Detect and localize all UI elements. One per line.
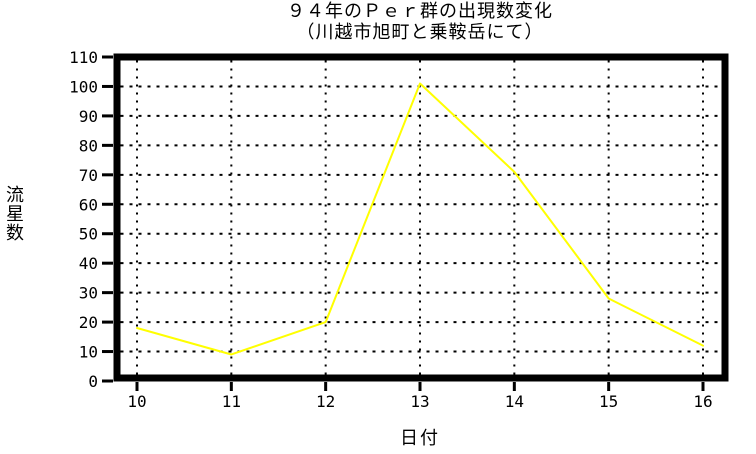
y-tick-label: 90 [79,107,98,126]
x-tick-label: 11 [222,392,241,411]
chart-subtitle: （川越市旭町と乗鞍岳にて） [296,22,544,43]
y-tick-label: 100 [69,77,98,96]
y-tick-label: 20 [79,313,98,332]
x-tick-label: 10 [127,392,146,411]
y-tick-label: 80 [79,136,98,155]
y-tick-label: 10 [79,343,98,362]
y-axis-label: 流星数 [3,185,24,242]
y-tick-label: 0 [88,372,98,391]
x-tick-label: 14 [505,392,524,411]
x-tick-label: 13 [410,392,429,411]
plot-border [113,53,729,382]
y-tick-label: 110 [69,48,98,67]
y-tick-label: 40 [79,254,98,273]
x-tick-label: 12 [316,392,335,411]
meteor-count-line [136,82,704,356]
y-tick-label: 50 [79,225,98,244]
x-axis-label: 日付 [400,428,440,449]
y-tick-label: 70 [79,166,98,185]
y-tick-label: 60 [79,195,98,214]
x-tick-label: 16 [693,392,712,411]
x-tick-label: 15 [599,392,618,411]
chart-title: ９４年のＰｅｒ群の出現数変化 [287,1,553,22]
y-tick-label: 30 [79,284,98,303]
